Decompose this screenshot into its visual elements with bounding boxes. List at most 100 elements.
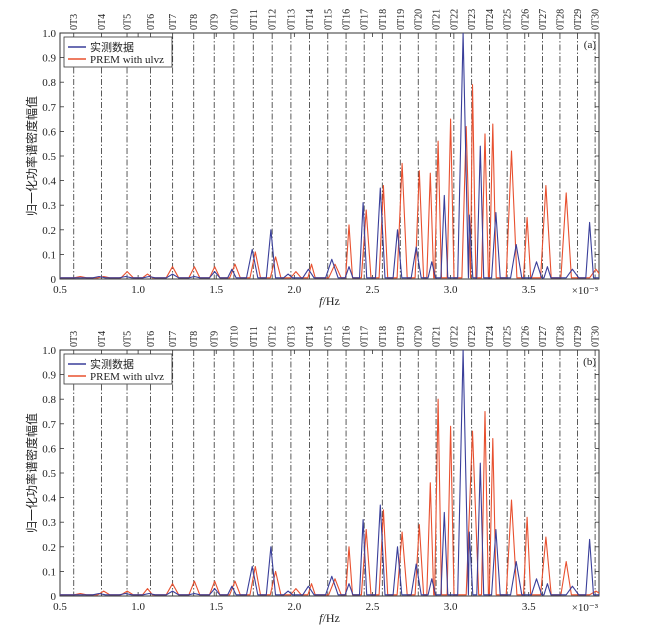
panel-a-plot-frame (59, 32, 600, 280)
panel-a-mode-label-0t12: 0T12 (268, 9, 279, 30)
panel-b-ytick-label-9: 0.9 (42, 370, 56, 382)
panel-b-xtick-label-0: 0.5 (53, 601, 67, 613)
panel-b-ytick-label-7: 0.7 (42, 419, 56, 431)
panel-a-mode-label-0t30: 0T30 (591, 9, 602, 30)
panel-a-mode-label-0t28: 0T28 (555, 9, 566, 30)
panel-a-y-axis-title: 归一化功率谱密度幅值 (24, 96, 39, 216)
panel-a-mode-label-0t11: 0T11 (249, 9, 260, 30)
panel-b-mode-label-0t21: 0T21 (432, 326, 443, 347)
panel-a-xtick-label-5: 3.0 (444, 284, 458, 296)
panel-b-mode-label-0t12: 0T12 (268, 326, 279, 347)
panel-b-mode-label-0t29: 0T29 (573, 326, 584, 347)
panel-b-mode-label-0t8: 0T8 (189, 331, 200, 347)
panel-b-y-axis-title: 归一化功率谱密度幅值 (24, 413, 39, 533)
panel-a-xtick-label-3: 2.0 (287, 284, 301, 296)
panel-b-xtick-label-5: 3.0 (444, 601, 458, 613)
panel-a-mode-label-0t27: 0T27 (538, 9, 549, 30)
panel-b-mode-label-0t3: 0T3 (69, 331, 80, 347)
panel-a-xtick-label-4: 2.5 (366, 284, 380, 296)
panel-b-ytick-label-4: 0.4 (42, 493, 56, 505)
panel-a-ytick-label-3: 0.3 (42, 200, 56, 212)
panel-b-mode-label-0t22: 0T22 (449, 326, 460, 347)
panel-b-mode-label-0t25: 0T25 (503, 326, 514, 347)
panel-b-legend-label-1: PREM with ulvz (90, 371, 164, 383)
panel-b-legend-label-0: 实测数据 (90, 357, 134, 371)
panel-b-mode-label-0t30: 0T30 (591, 326, 602, 347)
panel-b-mode-label-0t9: 0T9 (210, 331, 221, 347)
panel-b-x-axis-title-unit: /Hz (323, 611, 340, 625)
panel-b-mode-label-0t17: 0T17 (360, 326, 371, 347)
panel-b-mode-label-0t6: 0T6 (146, 331, 157, 347)
panel-b-mode-label-0t27: 0T27 (538, 326, 549, 347)
panel-a-legend-box (63, 36, 173, 68)
panel-a-mode-label-0t24: 0T24 (485, 9, 496, 30)
panel-b-x-axis-title: f/Hz (319, 611, 340, 625)
panel-a-x-axis-title-var: f (319, 294, 324, 308)
panel-a-legend-label-1: PREM with ulvz (90, 54, 164, 66)
panel-b-mode-label-0t11: 0T11 (249, 326, 260, 347)
panel-b-xtick-label-1: 1.0 (131, 601, 145, 613)
panel-b-mode-label-0t20: 0T20 (414, 326, 425, 347)
panel-b-chart: 0T3 0T4 0T5 0T6 0T7 0T8 0T9 0T10 0T11 0T12 0T13 0T1… (24, 326, 602, 625)
panel-a-ytick-label-0: 0 (51, 274, 57, 286)
panel-a-ytick-label-4: 0.4 (42, 176, 56, 188)
panel-a-legend-label-0: 实测数据 (90, 40, 134, 54)
panel-b-xtick-label-6: 3.5 (522, 601, 536, 613)
panel-b-ytick-label-2: 0.2 (42, 542, 56, 554)
panel-b-mode-label-0t24: 0T24 (485, 326, 496, 347)
panel-b-xtick-label-2: 1.5 (209, 601, 223, 613)
panel-a-mode-label-0t29: 0T29 (573, 9, 584, 30)
panel-a-mode-label-0t15: 0T15 (323, 9, 334, 30)
panel-b-ytick-label-3: 0.3 (42, 517, 56, 529)
panel-a-mode-label-0t6: 0T6 (146, 14, 157, 30)
panel-a-mode-label-0t16: 0T16 (342, 9, 353, 30)
panel-b-mode-label-0t15: 0T15 (323, 326, 334, 347)
panel-b-mode-label-0t28: 0T28 (555, 326, 566, 347)
panel-b-ytick-label-10: 1.0 (42, 345, 56, 357)
panel-a-mode-label-0t3: 0T3 (69, 14, 80, 30)
panel-b-mode-label-0t23: 0T23 (467, 326, 478, 347)
panel-b-ytick-label-5: 0.5 (42, 468, 56, 480)
panel-b-mode-label-0t26: 0T26 (520, 326, 531, 347)
panel-a-mode-label-0t17: 0T17 (360, 9, 371, 30)
panel-a-mode-label-0t25: 0T25 (503, 9, 514, 30)
panel-a-x-axis-title-unit: /Hz (323, 294, 340, 308)
panel-a-panel-label: (a) (584, 39, 597, 51)
panel-a-ytick-label-8: 0.8 (42, 77, 56, 89)
panel-a-xtick-label-6: 3.5 (522, 284, 536, 296)
panel-a-mode-label-0t18: 0T18 (378, 9, 389, 30)
panel-a-series-prem-ulvz-line (60, 84, 599, 279)
panel-b-ytick-label-1: 0.1 (42, 566, 56, 578)
panel-a-mode-label-0t10: 0T10 (229, 9, 240, 30)
panel-a-mode-label-0t8: 0T8 (189, 14, 200, 30)
panel-b-ytick-label-8: 0.8 (42, 394, 56, 406)
panel-a-chart: 0T3 0T4 0T5 0T6 0T7 0T8 0T9 0T10 0T11 0T12 0T13 0T1… (24, 9, 602, 308)
panel-b-mode-label-0t13: 0T13 (286, 326, 297, 347)
panel-a-mode-label-0t5: 0T5 (123, 14, 134, 30)
panel-b-mode-label-0t4: 0T4 (97, 331, 108, 347)
panel-b-mode-label-0t10: 0T10 (229, 326, 240, 347)
panel-b-ytick-label-0: 0 (51, 591, 57, 603)
panel-a-xtick-label-1: 1.0 (131, 284, 145, 296)
panel-b-ytick-label-6: 0.6 (42, 443, 56, 455)
panel-a-mode-label-0t26: 0T26 (520, 9, 531, 30)
panel-b-mode-label-0t14: 0T14 (305, 326, 316, 347)
panel-b-mode-label-0t7: 0T7 (168, 331, 179, 347)
panel-b-series-prem-ulvz-line (60, 398, 599, 596)
panel-a-mode-label-0t9: 0T9 (210, 14, 221, 30)
panel-a-mode-label-0t19: 0T19 (396, 9, 407, 30)
panel-a-ytick-label-7: 0.7 (42, 102, 56, 114)
panel-b-x-axis-title-var: f (319, 611, 324, 625)
panel-a-xtick-label-2: 1.5 (209, 284, 223, 296)
panel-a-ytick-label-2: 0.2 (42, 225, 56, 237)
panel-a-mode-label-0t7: 0T7 (168, 14, 179, 30)
panel-b-plot-frame (59, 349, 600, 597)
panel-b-legend-box (63, 353, 173, 385)
panel-a-ytick-label-1: 0.1 (42, 249, 56, 261)
panel-b-mode-label-0t18: 0T18 (378, 326, 389, 347)
panel-a-ytick-label-9: 0.9 (42, 53, 56, 65)
panel-a-series-observed-line (60, 33, 599, 279)
panel-a-ytick-label-5: 0.5 (42, 151, 56, 163)
panel-b-series-observed-line (60, 350, 599, 596)
panel-a-x-axis-title: f/Hz (319, 294, 340, 308)
